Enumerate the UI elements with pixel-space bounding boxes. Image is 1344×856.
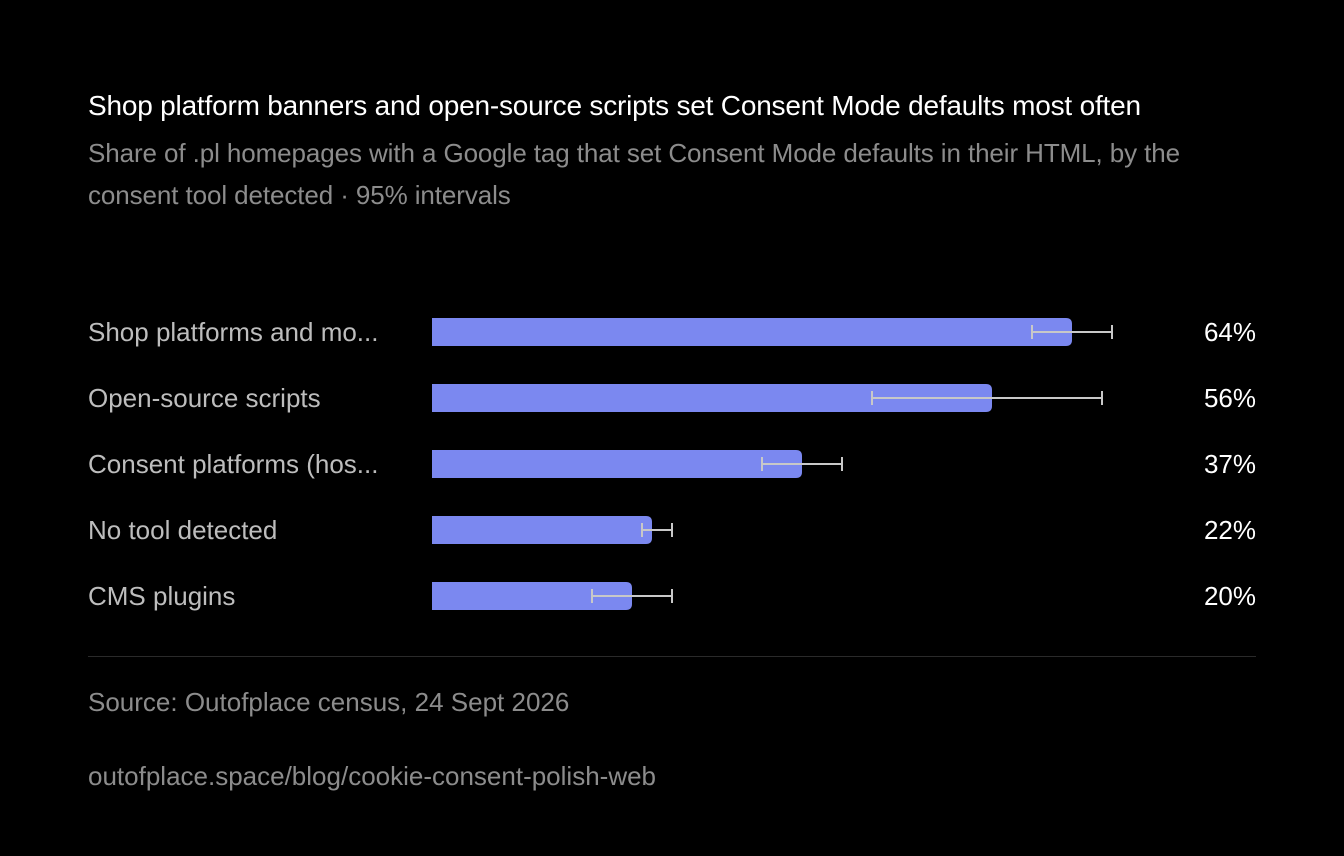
value-label: 22% xyxy=(1203,515,1256,545)
source-url[interactable]: outofplace.space/blog/cookie-consent-pol… xyxy=(88,761,657,791)
category-label: No tool detected xyxy=(88,515,278,545)
footer-divider xyxy=(88,656,1256,657)
error-bar xyxy=(641,523,673,537)
source-note: Source: Outofplace census, 24 Sept 2026 xyxy=(88,687,570,717)
bar-chart: Shop platforms and mo... 64% Open-source s… xyxy=(88,300,1256,620)
bar-chart-plot xyxy=(432,318,1113,610)
chart-subtitle: Share of .pl homepages with a Google tag… xyxy=(88,138,1180,210)
value-label: 56% xyxy=(1203,383,1256,413)
category-label: Open-source scripts xyxy=(88,383,321,413)
error-bar xyxy=(591,589,673,603)
bar xyxy=(432,318,1072,346)
value-label: 20% xyxy=(1203,581,1256,611)
error-bar xyxy=(761,457,843,471)
value-label: 37% xyxy=(1203,449,1256,479)
chart-card: Shop platform banners and open-source sc… xyxy=(88,84,1256,791)
bar xyxy=(432,516,652,544)
category-label: Shop platforms and mo... xyxy=(88,317,379,347)
error-bar xyxy=(1031,325,1113,339)
chart-title: Shop platform banners and open-source sc… xyxy=(88,90,1141,121)
bar xyxy=(432,450,802,478)
error-bar xyxy=(871,391,1103,405)
category-label: CMS plugins xyxy=(88,581,236,611)
value-label: 64% xyxy=(1203,317,1256,347)
bar xyxy=(432,582,632,610)
bar xyxy=(432,384,992,412)
category-label: Consent platforms (hos... xyxy=(88,449,379,479)
